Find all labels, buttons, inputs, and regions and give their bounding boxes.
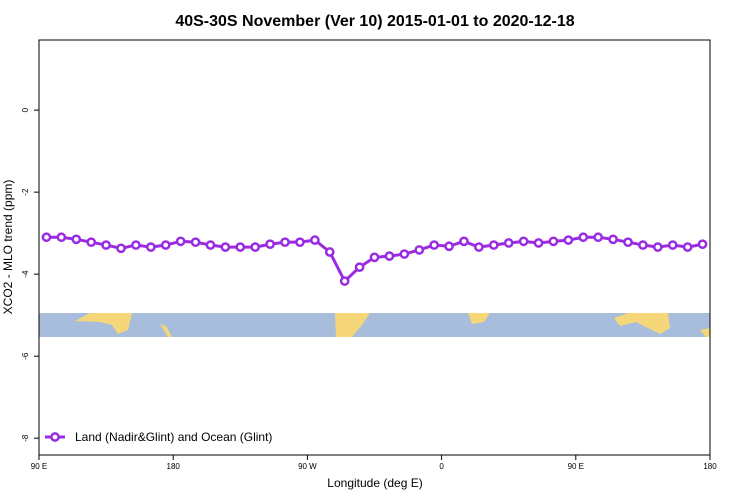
plot-frame — [38, 39, 711, 456]
data-point — [190, 237, 201, 248]
data-point — [56, 232, 67, 243]
data-point — [354, 262, 365, 273]
data-point — [578, 232, 589, 243]
data-point — [250, 242, 261, 252]
data-point — [652, 242, 663, 252]
data-point — [399, 249, 410, 259]
data-point — [295, 237, 305, 248]
data-point — [41, 232, 52, 243]
x-axis-label: Longitude (deg E) — [327, 476, 422, 490]
data-point — [563, 235, 574, 245]
data-point — [444, 241, 454, 252]
data-point — [369, 252, 380, 263]
data-point — [160, 240, 171, 250]
data-point — [608, 234, 618, 245]
x-tick-label: 0 — [439, 462, 444, 471]
data-point — [310, 235, 320, 245]
data-point — [474, 242, 484, 252]
y-axis-label: XCO2 - MLO trend (ppm) — [1, 180, 15, 315]
data-point — [682, 242, 693, 252]
legend-marker — [50, 432, 60, 442]
data-point — [518, 236, 529, 247]
legend-label: Land (Nadir&Glint) and Ocean (Glint) — [75, 430, 272, 444]
x-tick-label: 90 W — [298, 462, 317, 471]
data-point — [131, 240, 141, 250]
map-strip — [39, 313, 710, 337]
chart-title: 40S-30S November (Ver 10) 2015-01-01 to … — [175, 13, 574, 30]
x-tick-label: 90 E — [31, 462, 47, 471]
data-point — [697, 239, 708, 250]
y-tick-label: 0 — [21, 107, 30, 112]
data-point — [175, 236, 186, 247]
data-point — [205, 240, 216, 250]
data-point — [71, 234, 82, 245]
data-point — [667, 240, 678, 250]
y-tick-label: -6 — [21, 352, 30, 360]
data-point — [280, 237, 290, 248]
data-point — [145, 242, 156, 252]
y-tick-label: -4 — [21, 270, 30, 278]
data-point — [623, 237, 633, 248]
data-point — [86, 237, 97, 248]
data-point — [101, 240, 111, 250]
data-point — [429, 240, 439, 250]
data-point — [488, 240, 499, 250]
data-point — [533, 238, 544, 248]
data-point — [593, 232, 604, 243]
data-point — [220, 242, 231, 252]
data-point — [324, 247, 335, 257]
data-point — [235, 242, 246, 252]
data-point — [384, 251, 395, 261]
data-point — [638, 240, 648, 250]
data-point — [548, 236, 559, 247]
data-point — [116, 243, 126, 254]
y-tick-label: -8 — [21, 434, 30, 442]
x-tick-label: 90 E — [568, 462, 584, 471]
data-point — [265, 239, 275, 250]
x-tick-label: 180 — [167, 462, 181, 471]
x-tick-label: 180 — [703, 462, 717, 471]
data-point — [459, 236, 469, 247]
data-point — [339, 276, 350, 286]
y-tick-label: -2 — [21, 188, 30, 196]
data-point — [503, 238, 514, 248]
data-point — [414, 245, 425, 255]
